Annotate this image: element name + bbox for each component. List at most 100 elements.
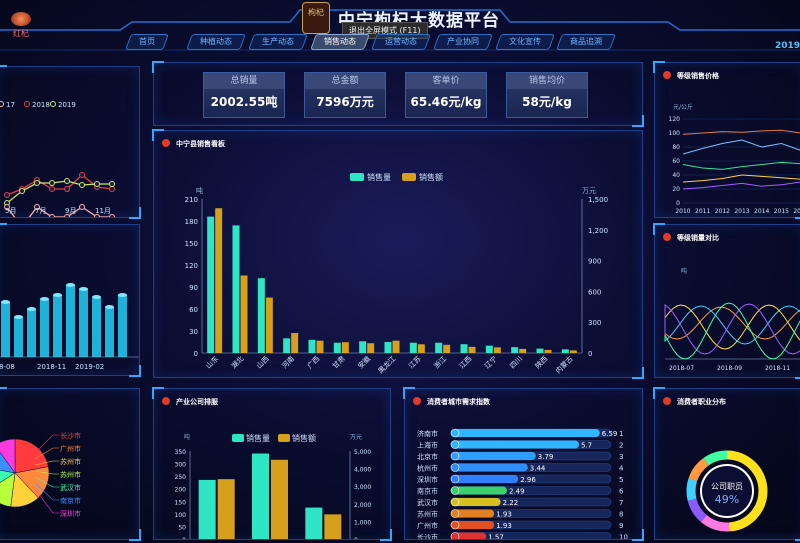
goji-icon xyxy=(663,397,671,405)
city-value: 5.7 xyxy=(581,442,592,450)
x-tick: 陕西 xyxy=(533,354,549,370)
series-point xyxy=(109,181,115,187)
platform-logo: 枸杞 xyxy=(302,2,330,34)
company-chart: 销售量 销售额 吨 万元 0 50 100 150 200 250 300 350 0 1,000 2,00… xyxy=(175,433,372,543)
x-tick: 2011 xyxy=(695,208,710,215)
x-tick: 2014 xyxy=(754,208,769,215)
y-right-tick: 300 xyxy=(588,319,601,327)
bar-volume xyxy=(485,345,493,353)
wave-line xyxy=(664,303,800,355)
city-name: 上海市 xyxy=(417,441,438,450)
y-tick: 80 xyxy=(672,144,680,151)
pie-label: 南京市 xyxy=(60,496,81,505)
bar-amount xyxy=(519,348,527,353)
bar-amount xyxy=(271,459,288,539)
series-point xyxy=(79,172,85,178)
bar-volume xyxy=(198,479,216,539)
x-tick: 山东 xyxy=(204,354,220,370)
wave-line xyxy=(664,305,800,345)
nav-tab-2[interactable]: 生产动态 xyxy=(248,34,308,50)
bar-volume xyxy=(460,344,468,353)
cyl-bar xyxy=(92,297,101,357)
city-title: 消费者城市需求指数 xyxy=(413,397,490,407)
bar-volume xyxy=(561,349,569,353)
legend-label: 17 xyxy=(6,101,15,109)
city-row: 深圳市 2.96 5 xyxy=(417,474,623,484)
series-point xyxy=(49,180,55,186)
right-mid-chart: 吨 2018-07 2018-09 2018-11 xyxy=(664,267,800,372)
x-tick: 江苏 xyxy=(406,354,422,370)
right-bottom-chart: 公司职员 49% xyxy=(686,450,768,532)
right-top-title-text: 等级销售价格 xyxy=(677,72,719,80)
left-mid-panel: 8-08 2018-11 2019-02 xyxy=(0,223,141,377)
main-chart-title: 中宁县销售看板 xyxy=(162,139,225,149)
nav-tab-5[interactable]: 产业协同 xyxy=(433,34,493,50)
series-line xyxy=(682,129,800,135)
nav-tab-label: 运营动态 xyxy=(385,37,417,46)
city-bar-dot xyxy=(450,463,460,472)
city-title-text: 消费者城市需求指数 xyxy=(427,398,490,406)
right-mid-title-text: 等级销量对比 xyxy=(677,234,719,242)
bar-volume xyxy=(308,339,316,353)
cyl-bar xyxy=(53,295,62,357)
legend-dot xyxy=(50,101,56,107)
bar-amount xyxy=(291,332,299,353)
date-label: 2019 xyxy=(774,41,800,51)
city-value: 2.49 xyxy=(509,488,525,496)
y-right-tick: 0 xyxy=(354,537,358,539)
x-tick: 7月 xyxy=(35,207,46,215)
cyl-top xyxy=(53,293,62,297)
y-left-tick: 300 xyxy=(175,462,187,469)
city-rank: 5 xyxy=(619,476,623,484)
cyl-bar xyxy=(105,307,114,357)
y-tick: 100 xyxy=(669,130,681,137)
nav-tab-4[interactable]: 运营动态 xyxy=(371,34,431,50)
y-right-tick: 5,000 xyxy=(354,449,371,456)
cyl-top xyxy=(1,300,10,304)
y-left-tick: 100 xyxy=(175,512,187,519)
nav-tab-label: 种植动态 xyxy=(200,37,232,46)
right-top-chart: 元/公斤 0 20 40 60 80 100 120 2010 2011 2012 2013 2014 2… xyxy=(669,103,800,215)
city-row: 北京市 3.79 3 xyxy=(417,451,623,461)
donut-center-label: 公司职员 xyxy=(711,482,743,491)
x-tick: 5月 xyxy=(5,207,16,215)
nav-tab-6[interactable]: 文化宣传 xyxy=(495,34,555,50)
pie-slice xyxy=(0,469,16,483)
nav-tab-0[interactable]: 首页 xyxy=(125,34,169,50)
y-right-tick: 0 xyxy=(588,350,592,358)
city-panel: 消费者城市需求指数 济南市 6.59 1 上海市 5.7 2 北京市 3.79 3 杭州市 3.44… xyxy=(403,387,644,542)
y-right-tick: 3,000 xyxy=(354,484,371,491)
x-tick: 山西 xyxy=(254,354,270,370)
cyl-top xyxy=(105,305,114,309)
city-rank: 1 xyxy=(619,430,623,438)
legend-label: 销售额 xyxy=(292,433,316,443)
city-bar-fill xyxy=(451,486,507,495)
pie-leader xyxy=(34,470,59,475)
city-bar-fill xyxy=(451,440,579,449)
legend-dot xyxy=(24,101,30,107)
legend-dot xyxy=(0,101,4,107)
donut-core xyxy=(702,466,752,516)
pie-label: 苏州市 xyxy=(60,457,81,466)
bar-amount xyxy=(240,275,248,353)
y-left-tick: 180 xyxy=(185,218,198,226)
right-bottom-panel: 消费者职业分布 公司职员 49% xyxy=(653,387,800,541)
city-bar-fill xyxy=(451,509,495,518)
series-line xyxy=(682,139,800,155)
series-point xyxy=(19,188,25,194)
nav-tab-7[interactable]: 商品追溯 xyxy=(556,34,616,50)
stat-card-1: 总金额 7596万元 xyxy=(304,72,386,118)
header-bar: 红杞 枸杞 中宁枸杞大数据平台 退出全屏模式 (F11) 2019 首页 种植动态… xyxy=(0,0,800,52)
y-unit: 元/公斤 xyxy=(673,103,693,111)
nav-tab-3[interactable]: 销售动态 xyxy=(310,34,370,50)
main-chart-title-text: 中宁县销售看板 xyxy=(176,140,225,148)
right-mid-title: 等级销量对比 xyxy=(663,233,719,243)
city-bar-fill xyxy=(451,463,528,472)
x-tick: 2010 xyxy=(675,208,690,215)
stat-label: 客单价 xyxy=(406,73,486,89)
series-point xyxy=(64,178,70,184)
stat-value: 58元/kg xyxy=(522,95,572,109)
nav-tab-1[interactable]: 种植动态 xyxy=(186,34,246,50)
city-name: 苏州市 xyxy=(417,510,438,519)
x-tick: 浙江 xyxy=(432,354,448,370)
